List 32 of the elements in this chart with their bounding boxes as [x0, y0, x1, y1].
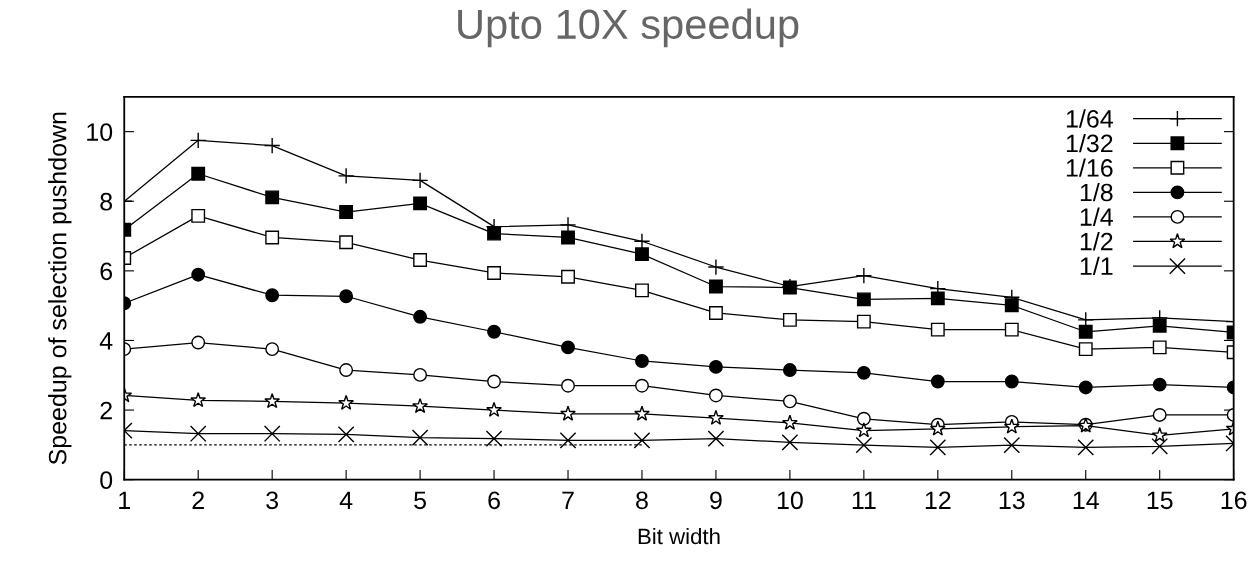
y-tick-label: 8 [100, 192, 113, 211]
x-tick-label: 16 [1221, 491, 1247, 510]
y-tick-label: 4 [99, 332, 113, 350]
x-tick-label: 10 [777, 491, 803, 510]
y-tick-label: 0 [100, 471, 113, 489]
legend-label: 1/64 [1066, 109, 1113, 128]
legend-label: 1/32 [1066, 133, 1113, 153]
x-tick-label: 6 [488, 491, 500, 510]
legend-label: 1/4 [1080, 207, 1113, 226]
x-tick-label: 14 [1073, 491, 1099, 509]
x-tick-label: 13 [999, 491, 1025, 510]
x-tick-label: 7 [562, 491, 574, 509]
x-tick-label: 1 [119, 491, 130, 509]
x-tick-label: 15 [1147, 491, 1173, 510]
y-axis-title: Speedup of selection pushdown [48, 112, 72, 465]
x-tick-label: 8 [636, 491, 648, 510]
x-tick-label: 3 [266, 491, 279, 510]
legend-label: 1/16 [1066, 158, 1113, 177]
y-tick-label: 2 [100, 401, 112, 420]
x-tick-label: 12 [925, 491, 951, 509]
legend-label: 1/1 [1080, 256, 1113, 276]
legend-label: 1/8 [1080, 183, 1113, 202]
x-tick-label: 4 [339, 491, 353, 509]
x-tick-label: 2 [192, 491, 204, 509]
x-tick-label: 9 [710, 491, 722, 510]
chart-title: Upto 10X speedup [458, 8, 799, 48]
x-tick-label: 5 [414, 491, 426, 510]
legend-label: 1/2 [1080, 232, 1113, 251]
x-tick-label: 11 [852, 491, 876, 509]
x-axis-title: Bit width [638, 527, 720, 545]
y-tick-label: 6 [100, 262, 113, 281]
y-tick-label: 10 [87, 123, 113, 141]
